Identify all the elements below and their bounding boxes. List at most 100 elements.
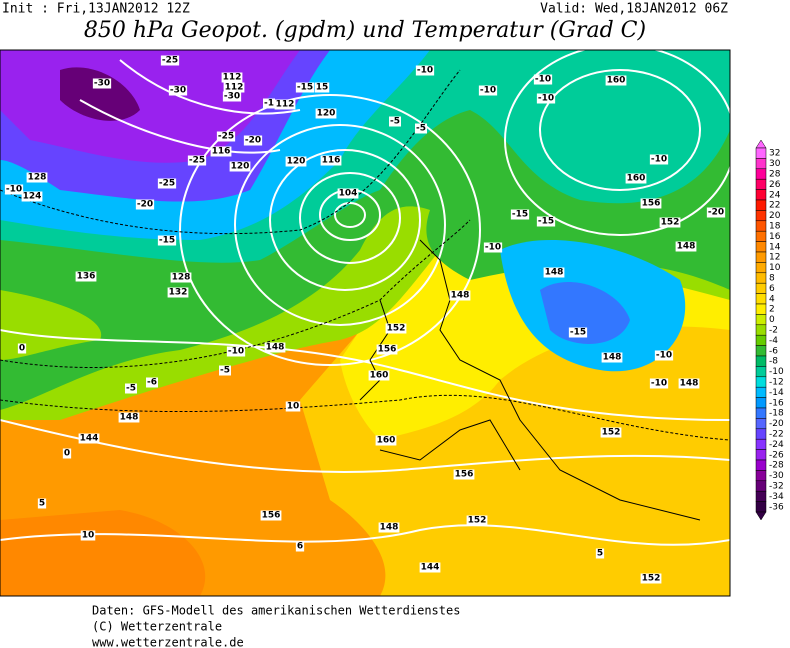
contour-label: 112	[223, 73, 242, 83]
contour-label-bg	[415, 65, 435, 76]
contour-label-bg	[536, 216, 556, 227]
map-frame	[0, 49, 731, 597]
colorbar-label: -30	[769, 471, 784, 481]
contour-label-bg	[675, 241, 697, 252]
contour-label: 5	[39, 499, 45, 509]
contour-label: 152	[468, 516, 487, 526]
contour-label: 120	[231, 162, 250, 172]
contour-label: -10	[228, 347, 244, 357]
contour-label-bg	[376, 344, 398, 355]
contour-label-bg	[264, 342, 286, 353]
contour-label-bg	[389, 116, 401, 127]
colorbar-label: 28	[769, 170, 781, 180]
contour-label-bg	[146, 377, 158, 388]
contour-label-bg	[419, 562, 441, 573]
contour-label-bg	[605, 75, 627, 86]
colorbar-cell	[755, 334, 767, 346]
contour-label: 156	[455, 470, 474, 480]
colorbar-label: -36	[769, 502, 784, 512]
contour-label-bg	[415, 123, 427, 134]
contour-label-bg	[26, 172, 48, 183]
colorbar-cell	[755, 418, 767, 430]
contour-label-bg	[640, 573, 662, 584]
contour-label-bg	[263, 98, 275, 109]
contour-label-bg	[625, 173, 647, 184]
colorbar-cell	[755, 251, 767, 263]
footer-copyright: (C) Wetterzentrale	[92, 620, 222, 634]
colorbar-cell	[755, 220, 767, 232]
colorbar-cell	[755, 345, 767, 357]
contour-label: 148	[266, 343, 285, 353]
colorbar-cell	[755, 324, 767, 336]
colorbar-label: -22	[769, 430, 784, 440]
colorbar-cell	[755, 158, 767, 170]
contour-label: -5	[416, 124, 426, 134]
colorbar-cell	[755, 241, 767, 253]
contour-label-bg	[274, 99, 296, 110]
colorbar-cell	[755, 438, 767, 450]
contour-label-bg	[222, 91, 242, 102]
contour-label-bg	[601, 352, 623, 363]
contour-label-bg	[375, 435, 397, 446]
contour-label: 156	[642, 199, 661, 209]
contour-label: 156	[378, 345, 397, 355]
contour-label-bg	[160, 55, 180, 66]
contour-label: -5	[126, 384, 136, 394]
contour-label: 15	[316, 83, 329, 93]
colorbar-cell	[755, 210, 767, 222]
contour-label: 148	[545, 268, 564, 278]
contour-label-bg	[320, 155, 342, 166]
contour-label-bg	[533, 74, 553, 85]
footer-url: www.wetterzentrale.de	[92, 636, 244, 648]
contour-label-bg	[223, 82, 245, 93]
contour-label-bg	[125, 383, 137, 394]
contour-label-bg	[640, 198, 662, 209]
colorbar-label: 30	[769, 159, 781, 169]
contour-label-bg	[385, 323, 407, 334]
contour-label: 10	[82, 531, 95, 541]
contour-label-bg	[654, 350, 674, 361]
contour-label: 152	[602, 428, 621, 438]
colorbar-cell	[755, 366, 767, 378]
contour-label: 148	[380, 523, 399, 533]
contour-label: 116	[322, 156, 341, 166]
contour-label: -25	[218, 132, 234, 142]
contour-label: -30	[94, 79, 110, 89]
contour-label: -10	[6, 185, 22, 195]
colorbar-label: 18	[769, 222, 781, 232]
contour-label-bg	[659, 217, 681, 228]
contour-label: -15	[159, 236, 175, 246]
colorbar-label: 0	[769, 315, 775, 325]
contour-label: 128	[172, 273, 191, 283]
contour-label: 160	[627, 174, 646, 184]
contour-label: -10	[485, 243, 501, 253]
contour-label: -15	[512, 210, 528, 220]
contour-label: 6	[297, 542, 303, 552]
contour-label-bg	[187, 155, 207, 166]
colorbar-label: 24	[769, 190, 781, 200]
contour-label: -10	[417, 66, 433, 76]
contour-label-bg	[453, 469, 475, 480]
colorbar-cell	[755, 272, 767, 284]
contour-label: 152	[642, 574, 661, 584]
contour-label-bg	[226, 346, 246, 357]
colorbar-label: -10	[769, 367, 784, 377]
contour-label: 112	[276, 100, 295, 110]
contour-label: 5	[597, 549, 603, 559]
colorbar-cell	[755, 376, 767, 388]
contour-label-bg	[229, 161, 251, 172]
contour-label: 148	[120, 413, 139, 423]
contour-label: -25	[189, 156, 205, 166]
contour-label: -10	[651, 379, 667, 389]
contour-label: 0	[19, 344, 25, 354]
contour-label-bg	[536, 93, 556, 104]
contour-label-bg	[649, 154, 669, 165]
contour-label-bg	[80, 530, 96, 541]
colorbar-cell	[755, 282, 767, 294]
contour-label-bg	[243, 135, 263, 146]
colorbar-cell	[755, 303, 767, 315]
map-area	[0, 50, 730, 596]
colorbar-label: 2	[769, 305, 775, 315]
contour-label: -10	[656, 351, 672, 361]
